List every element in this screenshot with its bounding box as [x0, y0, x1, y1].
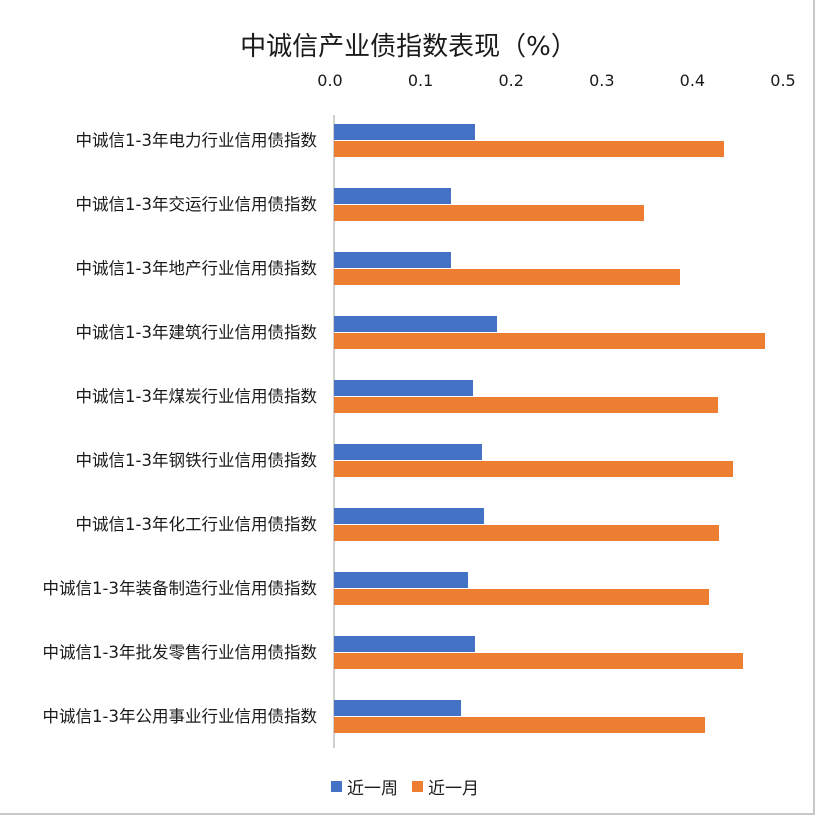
chart-title: 中诚信产业债指数表现（%）: [240, 32, 577, 62]
legend-item-week: 近一周: [331, 774, 398, 799]
bar-week: [334, 188, 451, 204]
bar-month: [334, 141, 724, 157]
x-tick-label: 0.2: [498, 71, 524, 90]
category-label: 中诚信1-3年公用事业行业信用债指数: [42, 707, 317, 726]
bar-week: [334, 380, 473, 396]
category-label: 中诚信1-3年批发零售行业信用债指数: [42, 643, 317, 662]
category-label: 中诚信1-3年交运行业信用债指数: [75, 195, 317, 214]
bar-month: [334, 717, 705, 733]
legend-label-week: 近一周: [347, 779, 398, 799]
category-label: 中诚信1-3年地产行业信用债指数: [75, 259, 317, 278]
bar-month: [334, 333, 765, 349]
bar-week: [334, 316, 497, 332]
category-label: 中诚信1-3年煤炭行业信用债指数: [75, 387, 317, 406]
bar-month: [334, 397, 718, 413]
bar-week: [334, 252, 451, 268]
x-tick-label: 0.0: [317, 71, 343, 90]
legend-swatch-week: [331, 781, 342, 792]
bar-month: [334, 653, 743, 669]
bar-month: [334, 269, 680, 285]
y-axis-line: [333, 115, 335, 748]
legend-item-month: 近一月: [412, 774, 479, 799]
bar-month: [334, 589, 709, 605]
bar-week: [334, 508, 484, 524]
category-label: 中诚信1-3年化工行业信用债指数: [75, 515, 317, 534]
bar-week: [334, 636, 475, 652]
legend-label-month: 近一月: [428, 779, 479, 799]
legend: 近一周 近一月: [331, 774, 493, 799]
bar-week: [334, 444, 482, 460]
x-tick-label: 0.4: [679, 71, 706, 90]
category-label: 中诚信1-3年钢铁行业信用债指数: [75, 451, 317, 470]
x-tick-label: 0.5: [770, 71, 796, 90]
bar-week: [334, 572, 468, 588]
category-label: 中诚信1-3年装备制造行业信用债指数: [42, 579, 317, 598]
legend-swatch-month: [412, 781, 423, 792]
bar-week: [334, 124, 475, 140]
category-label: 中诚信1-3年建筑行业信用债指数: [75, 323, 317, 342]
bar-week: [334, 700, 461, 716]
x-tick-label: 0.1: [407, 71, 434, 90]
bar-month: [334, 205, 644, 221]
x-tick-label: 0.3: [589, 71, 615, 90]
category-label: 中诚信1-3年电力行业信用债指数: [75, 131, 317, 150]
bar-month: [334, 525, 719, 541]
bar-month: [334, 461, 733, 477]
